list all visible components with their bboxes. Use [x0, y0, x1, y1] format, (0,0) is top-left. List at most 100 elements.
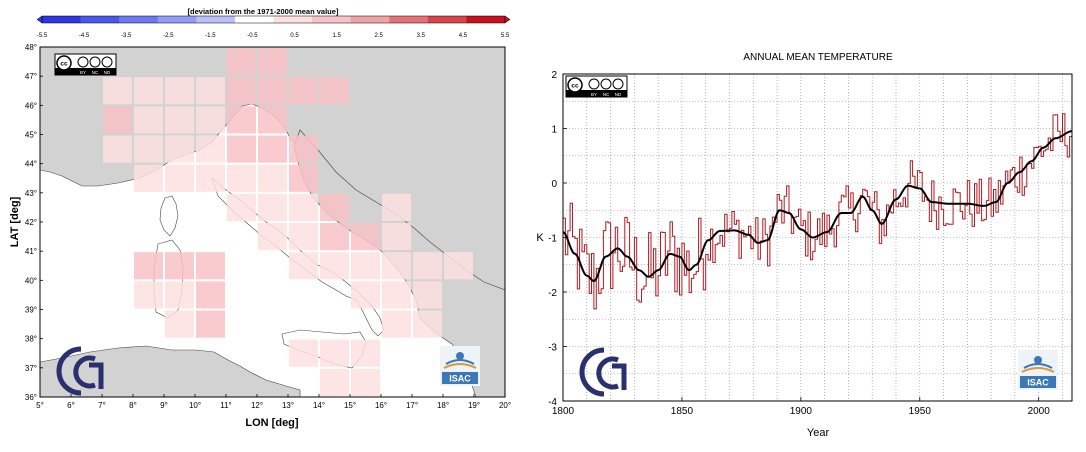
nd-label: ND	[104, 70, 111, 75]
colorbar-tick-label: -0.5	[247, 33, 258, 39]
by-label: BY	[591, 92, 597, 97]
timeseries-ylabel: K	[536, 232, 544, 244]
map-cell	[196, 164, 225, 192]
map-ylabel: LAT [deg]	[9, 196, 21, 247]
colorbar-tick-label: -1.5	[205, 33, 216, 39]
map-cell	[289, 252, 318, 280]
license-badge: cc BY NC ND	[54, 53, 117, 76]
colorbar-right-arrow	[504, 15, 511, 24]
colorbar-tick-label: -3.5	[121, 33, 132, 39]
map-x-tick-label: 13°	[282, 401, 294, 410]
map-cell	[289, 223, 318, 251]
colorbar-swatch	[80, 16, 120, 23]
map-cell	[258, 48, 287, 76]
map-cell	[258, 77, 287, 105]
map-cell	[196, 77, 225, 105]
map-y-tick-label: 45°	[25, 131, 37, 140]
colorbar: [deviation from the 1971-2000 mean value…	[36, 7, 511, 39]
map-cell	[134, 281, 163, 309]
map-cell	[165, 252, 194, 280]
map-x-tick-label: 14°	[313, 401, 325, 410]
map-cell	[258, 164, 287, 192]
ts-y-tick-label: -4	[548, 397, 557, 408]
map-x-tick-label: 19°	[468, 401, 480, 410]
map-cell	[320, 252, 349, 280]
colorbar-swatch	[119, 16, 159, 23]
colorbar-swatch	[466, 16, 506, 23]
map-cell	[289, 135, 318, 163]
map-cell	[382, 310, 411, 338]
map-y-tick-label: 48°	[25, 43, 37, 52]
colorbar-swatch	[42, 16, 81, 23]
land-corsica	[159, 195, 179, 237]
map-cell	[134, 77, 163, 105]
ts-x-tick-label: 1900	[790, 406, 813, 417]
nd-icon	[612, 78, 624, 90]
map-cell	[320, 339, 349, 367]
cnr-logo-icon-2	[579, 347, 627, 397]
ts-y-tick-label: -2	[548, 288, 557, 299]
map-y-tick-label: 42°	[25, 218, 37, 227]
map-cell	[351, 252, 380, 280]
map-cell	[227, 48, 256, 76]
map-cell	[258, 135, 287, 163]
map-cell	[134, 106, 163, 134]
map-x-tick-label: 17°	[406, 401, 418, 410]
map-cell	[351, 368, 380, 396]
map-x-tick-label: 18°	[437, 401, 449, 410]
map-y-tick-label: 44°	[25, 160, 37, 169]
annual-series-line	[563, 113, 1072, 310]
colorbar-tick-label: 1.5	[332, 33, 341, 39]
map-x-tick-label: 20°	[499, 401, 511, 410]
map-cell	[382, 252, 411, 280]
colorbar-swatch	[157, 16, 197, 23]
cc-label: cc	[60, 61, 68, 68]
nc-label: NC	[92, 70, 99, 75]
colorbar-tick-label: 3.5	[417, 33, 426, 39]
map-cell	[258, 223, 287, 251]
colorbar-tick-label: 5.5	[501, 33, 510, 39]
map-cell	[165, 106, 194, 134]
colorbar-swatch	[350, 16, 390, 23]
nc-icon	[600, 78, 612, 90]
map-x-tick-label: 7°	[98, 401, 106, 410]
map-cell	[227, 106, 256, 134]
map-cell	[258, 106, 287, 134]
ts-y-tick-label: 0	[551, 179, 557, 190]
map-cell	[165, 281, 194, 309]
map-cell	[289, 77, 318, 105]
map-cell	[165, 310, 194, 338]
map-land	[40, 47, 505, 397]
map-cell	[134, 252, 163, 280]
land-africa	[40, 345, 301, 397]
timeseries-grid	[563, 74, 1072, 401]
map-x-tick-label: 9°	[160, 401, 168, 410]
map-x-tick-label: 11°	[220, 401, 232, 410]
map-cell	[320, 223, 349, 251]
colorbar-tick-label: -2.5	[163, 33, 174, 39]
map-cell	[165, 77, 194, 105]
map-cell	[165, 164, 194, 192]
map-cell	[196, 281, 225, 309]
ts-y-tick-label: 1	[551, 125, 557, 136]
by-label: BY	[80, 70, 86, 75]
map-cell	[413, 310, 442, 338]
colorbar-tick-label: -4.5	[79, 33, 90, 39]
map-cell	[382, 193, 411, 221]
colorbar-swatch	[312, 16, 351, 23]
map-cell	[351, 223, 380, 251]
map-cell	[227, 164, 256, 192]
map-y-tick-label: 37°	[25, 364, 37, 373]
map-cell	[227, 77, 256, 105]
colorbar-swatch	[234, 16, 274, 23]
map-cell	[320, 368, 349, 396]
map-cell	[227, 135, 256, 163]
map-cell	[351, 339, 380, 367]
map-cell	[134, 135, 163, 163]
map-cell	[289, 339, 318, 367]
isac-logo-label: ISAC	[1027, 378, 1049, 388]
colorbar-tick-label: 0.5	[290, 33, 299, 39]
map-cell	[165, 135, 194, 163]
map-y-tick-label: 41°	[25, 247, 37, 256]
map-y-tick-label: 36°	[25, 393, 37, 402]
